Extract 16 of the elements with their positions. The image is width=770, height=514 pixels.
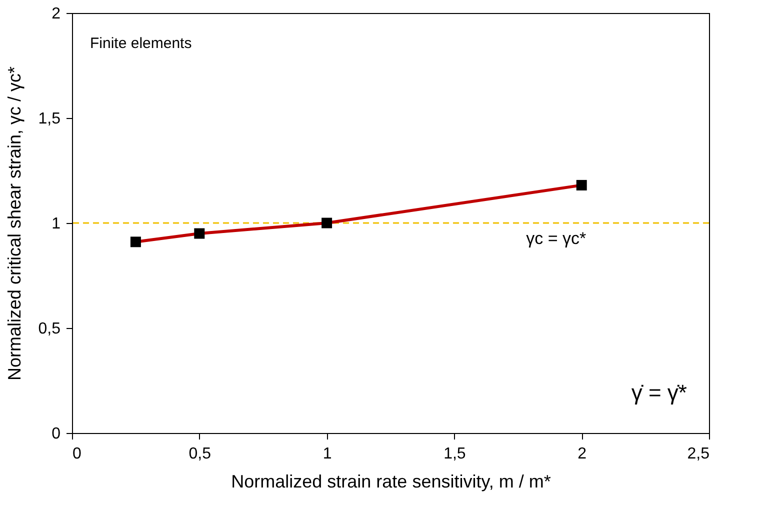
x-tick-label: 2,5 xyxy=(687,446,710,462)
y-tick-label: 1 xyxy=(52,216,61,232)
x-tick-label: 1,5 xyxy=(444,446,466,462)
x-tick-label: 2 xyxy=(578,446,587,462)
x-axis-title: Normalized strain rate sensitivity, m / m* xyxy=(231,472,551,492)
ref-line-label: γc = γc* xyxy=(526,229,586,248)
annotation: Finite elements xyxy=(90,35,192,52)
y-tick-label: 2 xyxy=(52,6,61,22)
y-tick-label: 1,5 xyxy=(38,110,61,128)
annotation: γ̇ = γ̇* xyxy=(631,380,688,405)
x-tick-label: 0,5 xyxy=(188,446,212,462)
y-tick-label: 0,5 xyxy=(38,320,61,338)
y-axis-title: Normalized critical shear strain, γc / γc* xyxy=(4,66,24,381)
x-tick-label: 1 xyxy=(322,446,332,462)
y-tick-label: 0 xyxy=(52,426,61,442)
x-tick-label: 0 xyxy=(72,446,82,462)
